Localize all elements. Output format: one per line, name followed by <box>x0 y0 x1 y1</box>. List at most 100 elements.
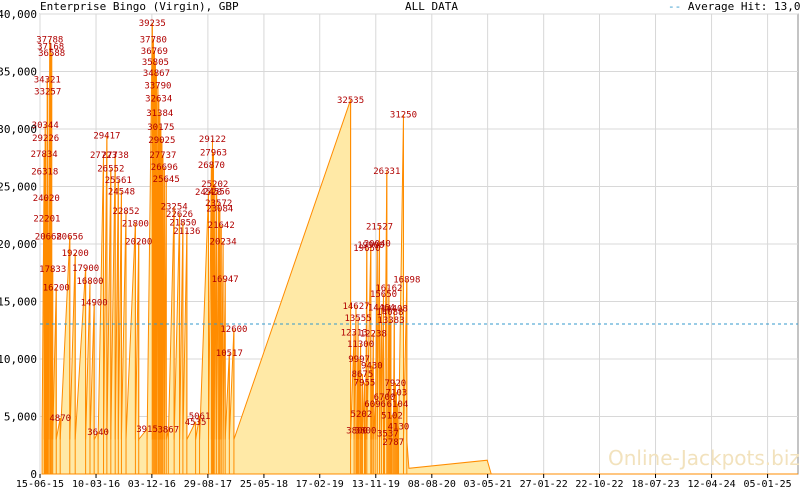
x-tick-label: 08-08-20 <box>408 479 456 490</box>
peak-value-label: 16947 <box>212 275 239 285</box>
peak-value-label: 6096 <box>364 400 386 410</box>
peak-value-label: 35805 <box>142 58 169 68</box>
peak-value-label: 26552 <box>97 165 124 175</box>
peak-value-label: 32535 <box>337 96 364 106</box>
peak-value-label: 20656 <box>56 232 83 242</box>
peak-value-label: 6700 <box>374 393 396 403</box>
peak-value-label: 14464 <box>368 304 395 314</box>
peak-value-label: 14900 <box>81 299 108 309</box>
peak-value-label: 37780 <box>140 36 167 46</box>
legend-swatch: -- <box>668 0 682 13</box>
x-tick-label: 03-05-21 <box>464 479 512 490</box>
y-tick-label: 30,000 <box>0 123 37 136</box>
peak-value-label: 20234 <box>210 237 237 247</box>
peak-value-label: 14088 <box>376 308 403 318</box>
y-tick-label: 20,000 <box>0 238 37 251</box>
watermark: Online-Jackpots.biz <box>608 446 800 470</box>
peak-value-label: 22201 <box>33 215 60 225</box>
peak-value-label: 14408 <box>381 304 408 314</box>
peak-value-label: 36769 <box>141 47 168 57</box>
peak-value-label: 23254 <box>161 203 188 213</box>
peak-value-label: 27963 <box>200 148 227 158</box>
peak-value-label: 25645 <box>153 175 180 185</box>
peak-value-label: 19900 <box>357 241 384 251</box>
peak-value-label: 13383 <box>377 316 404 326</box>
peak-value-label: 26870 <box>198 161 225 171</box>
x-tick-label: 27-01-22 <box>520 479 568 490</box>
peak-value-label: 20668 <box>35 232 62 242</box>
legend: -- Average Hit: 13,040 <box>668 0 800 14</box>
peak-value-label: 21527 <box>366 222 393 232</box>
peak-value-label: 34867 <box>143 69 170 79</box>
peak-value-label: 29025 <box>148 136 175 146</box>
peak-value-label: 29417 <box>93 132 120 142</box>
chart-title: Enterprise Bingo (Virgin), GBP <box>40 0 239 13</box>
peak-value-label: 22626 <box>166 210 193 220</box>
peak-value-label: 2787 <box>382 438 404 448</box>
peak-value-label: 17900 <box>72 264 99 274</box>
peak-value-label: 12600 <box>220 325 247 335</box>
peak-value-label: 13555 <box>345 314 372 324</box>
peak-value-label: 3800 <box>346 426 368 436</box>
y-tick-label: 0 <box>30 468 37 481</box>
chart-subtitle: ALL DATA <box>405 0 458 13</box>
x-tick-label: 03-12-16 <box>128 479 176 490</box>
peak-value-label: 16200 <box>43 284 70 294</box>
peak-value-label: 29122 <box>199 135 226 145</box>
peak-value-label: 30175 <box>147 123 174 133</box>
peak-value-label: 36588 <box>38 49 65 59</box>
peak-value-label: 19650 <box>353 244 380 254</box>
peak-value-label: 37788 <box>36 35 63 45</box>
x-tick-label: 17-02-19 <box>296 479 344 490</box>
x-tick-label: 22-10-22 <box>575 479 623 490</box>
peak-value-label: 21800 <box>122 219 149 229</box>
peak-value-label: 16800 <box>76 277 103 287</box>
peak-value-label: 3915 <box>136 425 158 435</box>
peak-value-label: 25561 <box>105 176 132 186</box>
peak-value-label: 19200 <box>62 249 89 259</box>
peak-value-label: 7103 <box>386 388 408 398</box>
x-tick-label: 10-03-16 <box>72 479 120 490</box>
peak-value-label: 31384 <box>146 109 173 119</box>
peak-value-label: 20040 <box>364 240 391 250</box>
peak-value-label: 27723 <box>90 151 117 161</box>
peak-value-label: 9430 <box>361 362 383 372</box>
peak-value-label: 11300 <box>347 340 374 350</box>
y-tick-label: 35,000 <box>0 66 37 79</box>
peak-value-label: 29226 <box>32 134 59 144</box>
axes: 0 5,000 10,000 15,000 20,000 25,000 30,000 35,0… <box>0 8 792 490</box>
peak-value-label: 4870 <box>49 414 71 424</box>
legend-label: Average Hit: 13,040 <box>687 0 800 13</box>
peak-value-label: 3537 <box>377 429 399 439</box>
peak-value-label: 27834 <box>31 150 58 160</box>
x-tick-label: 12-04-24 <box>687 479 735 490</box>
peak-value-label: 21642 <box>208 221 235 231</box>
peak-value-label: 30344 <box>32 121 59 131</box>
peak-value-label: 24520 <box>195 188 222 198</box>
peak-value-label: 24020 <box>33 194 60 204</box>
peak-value-label: 3800 <box>355 426 377 436</box>
peak-labels: 27834 26318 30344 29226 24020 22201 34321 33257… <box>31 19 421 448</box>
peak-value-label: 7920 <box>385 379 407 389</box>
peak-value-label: 27737 <box>149 151 176 161</box>
peak-value-label: 23084 <box>206 205 233 215</box>
peak-value-label: 15650 <box>370 290 397 300</box>
y-tick-label: 15,000 <box>0 296 37 309</box>
x-tick-label: 05-01-25 <box>744 479 792 490</box>
peak-value-label: 34321 <box>34 75 61 85</box>
peak-value-label: 25202 <box>201 180 228 190</box>
peak-value-label: 12313 <box>341 328 368 338</box>
x-tick-label: 29-08-17 <box>184 479 232 490</box>
peak-value-label: 24548 <box>108 188 135 198</box>
peak-value-label: 26318 <box>31 167 58 177</box>
peak-value-label: 21136 <box>173 227 200 237</box>
peak-value-label: 26696 <box>151 163 178 173</box>
peak-value-label: 5061 <box>189 412 211 422</box>
y-tick-label: 40,000 <box>0 8 37 21</box>
peak-value-label: 5202 <box>351 410 373 420</box>
peak-value-label: 27738 <box>102 151 129 161</box>
peak-value-label: 8675 <box>352 370 374 380</box>
peak-value-label: 20200 <box>125 238 152 248</box>
peak-value-label: 17833 <box>39 265 66 275</box>
